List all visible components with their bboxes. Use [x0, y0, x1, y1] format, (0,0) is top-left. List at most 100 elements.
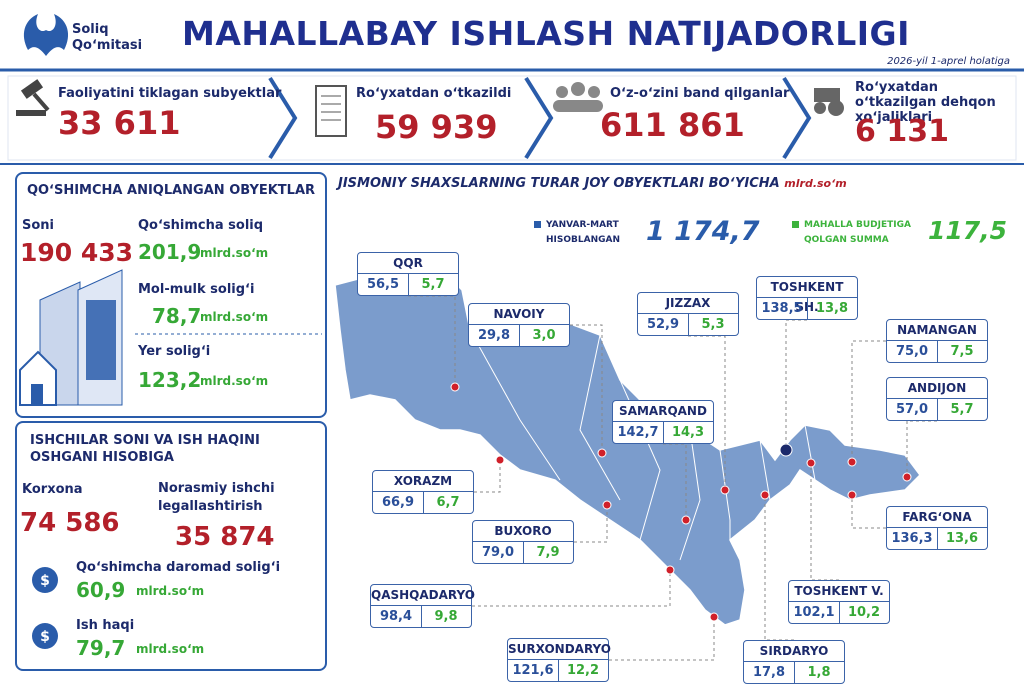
logo-text: Qoʻmitasi	[72, 38, 143, 53]
region-box: SAMARQAND 142,7 14,3	[612, 400, 714, 444]
logo-text: Soliq	[72, 22, 109, 37]
region-accrued: 138,5	[757, 298, 808, 319]
region-box: NAMANGAN 75,0 7,5	[886, 319, 988, 363]
region-dot	[806, 458, 816, 468]
connector	[574, 505, 608, 543]
legend-value: 1 174,7	[646, 216, 760, 247]
region-remaining: 6,7	[436, 495, 460, 510]
region-accrued: 98,4	[371, 606, 422, 627]
kpi-label: Roʻyxatdan oʻtkazilgan dehqon xoʻjalikla…	[855, 80, 996, 125]
region-remaining: 9,8	[434, 609, 458, 624]
region-name: QQR	[358, 253, 458, 274]
region-dot	[847, 457, 857, 467]
connector	[408, 295, 456, 387]
region-name: XORAZM	[373, 471, 473, 492]
region-dot	[902, 472, 912, 482]
connector	[570, 324, 603, 453]
region-dot	[597, 448, 607, 458]
item-value: 201,9	[138, 240, 202, 264]
kpi-value: 59 939	[375, 108, 498, 146]
region-remaining: 1,8	[807, 665, 831, 680]
region-name: TOSHKENT SH.	[757, 277, 857, 314]
region-name: NAMANGAN	[887, 320, 987, 341]
region-dot	[760, 490, 770, 500]
page-title: MAHALLABAY ISHLASH NATIJADORLIGI	[182, 14, 910, 53]
item-label: Qoʻshimcha daromad soligʻi	[76, 560, 281, 575]
region-accrued: 52,9	[638, 314, 689, 335]
region-box: TOSHKENT SH. 138,5 13,8	[756, 276, 858, 320]
connector	[472, 570, 671, 607]
kpi-label: Faoliyatini tiklagan subyektlar	[58, 86, 282, 101]
region-dot	[450, 382, 460, 392]
informal-value: 35 874	[175, 522, 275, 552]
count-label: Soni	[22, 218, 55, 233]
connector	[688, 335, 726, 490]
svg-text:$: $	[40, 573, 50, 589]
panel-title: QOʻSHIMCHA ANIQLANGAN OBYEKTLAR	[26, 183, 316, 198]
region-name: TOSHKENT V.	[789, 581, 889, 602]
connector	[663, 443, 687, 520]
region-dot	[602, 500, 612, 510]
region-name: JIZZAX	[638, 293, 738, 314]
item-unit: mlrd.soʻm	[136, 642, 205, 656]
connector	[474, 460, 501, 493]
item-value: 60,9	[76, 578, 126, 602]
region-dot	[779, 443, 793, 457]
region-accrued: 75,0	[887, 341, 938, 362]
date: 2026-yil 1-aprel holatiga	[887, 56, 1010, 67]
region-accrued: 136,3	[887, 528, 938, 549]
item-value: 79,7	[76, 636, 126, 660]
region-box: SIRDARYO 17,8 1,8	[743, 640, 845, 684]
icon-gavel	[16, 79, 50, 116]
kpi-label: Roʻyxatdan oʻtkazildi	[356, 86, 512, 101]
region-name: SURXONDARYO	[508, 639, 611, 660]
region-accrued: 57,0	[887, 399, 938, 420]
map-outline	[334, 267, 921, 626]
map-title: JISMONIY SHAXSLARNING TURAR JOY OBYEKTLA…	[338, 176, 847, 191]
region-dot	[495, 455, 505, 465]
enterprise-value: 74 586	[20, 508, 120, 538]
region-remaining: 3,0	[532, 328, 556, 343]
region-remaining: 5,7	[950, 402, 974, 417]
region-name: ANDIJON	[887, 378, 987, 399]
svg-text:$: $	[40, 629, 50, 645]
region-name: NAVOIY	[469, 304, 569, 325]
item-label: Ish haqi	[76, 618, 135, 633]
region-box: FARGʻONA 136,3 13,6	[886, 506, 988, 550]
item-label: Yer soligʻi	[138, 344, 211, 359]
panel-title: ISHCHILAR SONI VA ISH HAQINI OSHGANI HIS…	[30, 433, 260, 465]
region-dot	[847, 490, 857, 500]
region-box: TOSHKENT V. 102,1 10,2	[788, 580, 890, 624]
objects-panel	[15, 172, 327, 418]
icon-money-bag: $	[32, 623, 58, 649]
region-remaining: 12,2	[566, 663, 600, 678]
region-remaining: 13,8	[815, 301, 849, 316]
legend-value: 117,5	[928, 216, 1008, 245]
region-box: XORAZM 66,9 6,7	[372, 470, 474, 514]
region-borders	[469, 329, 816, 561]
buildings-illustration	[18, 269, 136, 410]
icon-document	[315, 85, 347, 137]
region-name: QASHQADARYO	[371, 585, 475, 606]
region-box: QASHQADARYO 98,4 9,8	[370, 584, 475, 628]
item-unit: mlrd.soʻm	[200, 246, 269, 260]
region-dot	[665, 565, 675, 575]
region-accrued: 142,7	[613, 422, 664, 443]
region-remaining: 7,5	[950, 344, 974, 359]
region-name: BUXORO	[473, 521, 573, 542]
region-accrued: 56,5	[358, 274, 409, 295]
kpi-value: 611 861	[600, 106, 745, 144]
region-box: NAVOIY 29,8 3,0	[468, 303, 570, 347]
kpi-band	[7, 75, 1017, 161]
informal-label: Norasmiy ishchi legallashtirish	[158, 481, 275, 514]
kpi-separator	[782, 76, 812, 160]
connector	[906, 420, 937, 477]
region-accrued: 17,8	[744, 662, 795, 683]
connector	[810, 463, 839, 581]
region-box: QQR 56,5 5,7	[357, 252, 459, 296]
region-accrued: 29,8	[469, 325, 520, 346]
map-title-text: JISMONIY SHAXSLARNING TURAR JOY OBYEKTLA…	[338, 176, 780, 191]
